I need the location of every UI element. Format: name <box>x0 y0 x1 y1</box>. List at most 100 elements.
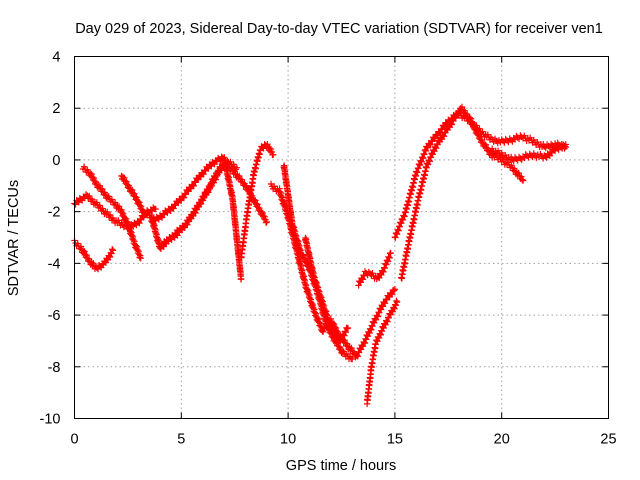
data-point <box>258 208 265 216</box>
grid-lines <box>74 56 609 419</box>
data-point <box>92 178 100 186</box>
data-point <box>106 253 114 261</box>
y-tick-label: -2 <box>48 205 61 221</box>
series-track-g <box>237 141 277 261</box>
data-point <box>375 309 383 316</box>
data-point <box>343 340 351 347</box>
data-point <box>260 212 267 220</box>
x-tick-label: 25 <box>600 432 616 448</box>
data-point <box>128 186 136 194</box>
data-point <box>88 170 95 178</box>
data-point <box>518 176 526 183</box>
series-track-n <box>398 103 527 282</box>
data-marks <box>71 103 569 408</box>
y-tick-label: 2 <box>52 101 60 117</box>
data-point <box>374 313 382 320</box>
x-tick-label: 15 <box>387 432 403 448</box>
series-track-o <box>487 141 569 165</box>
data-point <box>480 140 488 148</box>
data-point <box>300 252 307 259</box>
data-point <box>129 189 137 197</box>
data-point <box>354 353 361 360</box>
plot-frame <box>74 56 609 419</box>
data-point <box>256 204 263 212</box>
data-point <box>476 133 483 140</box>
data-point <box>79 247 87 254</box>
data-point <box>121 177 129 184</box>
data-point <box>237 275 245 283</box>
series-track-f <box>161 157 270 247</box>
data-point <box>190 182 197 190</box>
series-track-l <box>363 297 401 408</box>
x-tick-label: 20 <box>494 432 510 448</box>
data-point <box>89 173 96 181</box>
data-point <box>392 302 400 309</box>
data-point <box>109 247 117 254</box>
data-point <box>127 185 134 193</box>
x-tick-label: 5 <box>177 432 185 448</box>
data-point <box>254 201 261 208</box>
data-point <box>372 316 380 323</box>
data-point <box>77 243 85 250</box>
data-point <box>99 185 106 193</box>
data-point <box>561 142 568 150</box>
data-point <box>468 118 475 125</box>
data-point <box>562 141 569 148</box>
data-point <box>263 218 270 226</box>
x-tick-label: 0 <box>70 432 78 448</box>
data-point <box>332 324 340 332</box>
data-point <box>96 182 104 189</box>
data-point <box>427 141 434 149</box>
data-point <box>393 298 401 306</box>
data-point <box>331 329 339 337</box>
data-point <box>469 119 477 127</box>
data-point <box>152 205 159 213</box>
data-point <box>252 200 260 207</box>
data-point <box>170 205 177 212</box>
data-point <box>467 115 475 122</box>
data-point <box>109 246 116 253</box>
data-point <box>264 141 271 148</box>
data-point <box>136 220 143 227</box>
data-point <box>268 148 275 156</box>
data-point <box>108 250 115 257</box>
data-point <box>470 122 477 130</box>
data-point <box>90 259 97 267</box>
data-point <box>518 173 525 180</box>
data-point <box>81 251 89 258</box>
data-point <box>335 343 342 350</box>
data-point <box>478 136 486 144</box>
data-point <box>192 209 199 217</box>
data-point <box>261 213 268 220</box>
data-point <box>267 145 275 153</box>
data-point <box>241 180 248 187</box>
y-tick-label: -10 <box>40 412 61 428</box>
data-point <box>389 291 396 298</box>
data-point <box>348 355 356 363</box>
data-point <box>81 248 88 255</box>
data-point <box>466 114 473 121</box>
data-point <box>391 286 399 293</box>
data-point <box>432 144 440 152</box>
data-point <box>119 173 127 181</box>
data-point <box>336 343 344 351</box>
y-tick-label: -4 <box>48 256 61 272</box>
data-point <box>207 184 214 191</box>
data-point <box>370 319 378 327</box>
data-point <box>123 181 131 188</box>
y-tick-label: 4 <box>52 50 60 66</box>
x-tick-label: 10 <box>280 432 296 448</box>
data-point <box>250 196 258 203</box>
data-point <box>184 221 191 228</box>
data-point <box>299 251 306 258</box>
data-point <box>381 300 389 307</box>
data-point <box>85 255 93 263</box>
data-point <box>359 276 367 283</box>
data-point <box>344 324 352 332</box>
data-point <box>252 197 259 204</box>
series-track-k <box>355 249 394 289</box>
series-track-a <box>71 237 117 273</box>
data-point <box>327 322 335 329</box>
data-point <box>137 254 144 262</box>
